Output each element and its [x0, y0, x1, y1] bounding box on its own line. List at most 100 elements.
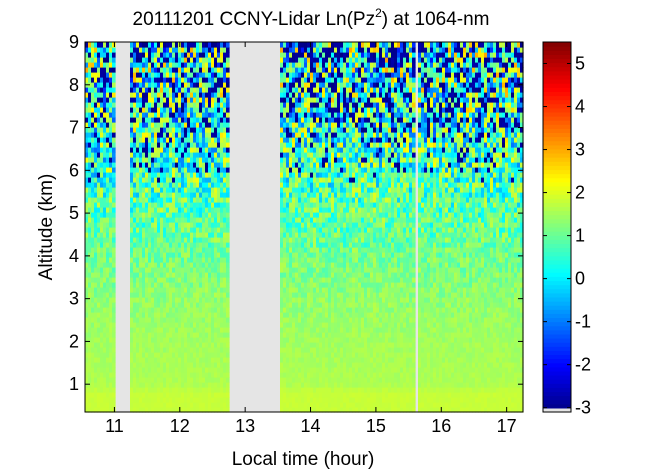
heatmap-cell — [163, 147, 167, 153]
heatmap-cell — [154, 77, 158, 83]
heatmap-cell — [133, 197, 137, 203]
heatmap-cell — [337, 102, 341, 108]
heatmap-cell — [325, 277, 329, 283]
heatmap-cell — [307, 162, 311, 168]
heatmap-cell — [190, 197, 194, 203]
heatmap-cell — [94, 257, 98, 263]
heatmap-cell — [94, 147, 98, 153]
heatmap-cell — [226, 307, 230, 313]
heatmap-cell — [349, 132, 353, 138]
heatmap-cell — [346, 247, 350, 253]
heatmap-cell — [349, 157, 353, 163]
heatmap-cell — [175, 57, 179, 63]
heatmap-cell — [154, 117, 158, 123]
heatmap-cell — [343, 282, 347, 288]
heatmap-cell — [91, 312, 95, 318]
heatmap-cell — [166, 107, 170, 113]
heatmap-cell — [208, 407, 212, 413]
heatmap-cell — [331, 182, 335, 188]
heatmap-cell — [142, 307, 146, 313]
heatmap-cell — [178, 362, 182, 368]
heatmap-cell — [187, 257, 191, 263]
heatmap-cell — [145, 117, 149, 123]
heatmap-cell — [301, 327, 305, 333]
heatmap-cell — [337, 232, 341, 238]
heatmap-cell — [88, 252, 92, 258]
heatmap-cell — [214, 72, 218, 78]
heatmap-cell — [211, 372, 215, 378]
heatmap-cell — [166, 222, 170, 228]
heatmap-cell — [187, 392, 191, 398]
heatmap-cell — [85, 377, 89, 383]
heatmap-cell — [190, 352, 194, 358]
heatmap-cell — [304, 407, 308, 413]
heatmap-cell — [85, 147, 89, 153]
heatmap-cell — [100, 377, 104, 383]
heatmap-cell — [331, 192, 335, 198]
heatmap-cell — [310, 192, 314, 198]
heatmap-cell — [322, 257, 326, 263]
heatmap-cell — [226, 212, 230, 218]
heatmap-cell — [226, 152, 230, 158]
heatmap-cell — [349, 107, 353, 113]
heatmap-cell — [340, 172, 344, 178]
heatmap-cell — [109, 257, 113, 263]
heatmap-cell — [304, 397, 308, 403]
heatmap-cell — [226, 407, 230, 413]
heatmap-cell — [310, 242, 314, 248]
heatmap-cell — [184, 352, 188, 358]
heatmap-cell — [208, 392, 212, 398]
heatmap-cell — [139, 372, 143, 378]
heatmap-cell — [280, 317, 284, 323]
heatmap-cell — [334, 117, 338, 123]
heatmap-cell — [130, 47, 134, 53]
heatmap-cell — [187, 47, 191, 53]
heatmap-cell — [337, 382, 341, 388]
heatmap-cell — [139, 127, 143, 133]
heatmap-cell — [94, 347, 98, 353]
heatmap-cell — [178, 237, 182, 243]
heatmap-cell — [151, 367, 155, 373]
heatmap-cell — [100, 82, 104, 88]
heatmap-cell — [205, 77, 209, 83]
heatmap-cell — [178, 297, 182, 303]
heatmap-cell — [331, 72, 335, 78]
heatmap-cell — [133, 372, 137, 378]
heatmap-cell — [223, 77, 227, 83]
heatmap-cell — [349, 342, 353, 348]
heatmap-cell — [310, 62, 314, 68]
heatmap-cell — [202, 232, 206, 238]
heatmap-cell — [220, 327, 224, 333]
heatmap-cell — [340, 262, 344, 268]
heatmap-cell — [97, 197, 101, 203]
heatmap-cell — [88, 327, 92, 333]
heatmap-cell — [295, 222, 299, 228]
heatmap-cell — [328, 172, 332, 178]
heatmap-cell — [292, 392, 296, 398]
heatmap-cell — [106, 77, 110, 83]
heatmap-cell — [340, 152, 344, 158]
heatmap-cell — [103, 257, 107, 263]
heatmap-cell — [184, 247, 188, 253]
heatmap-cell — [112, 372, 116, 378]
heatmap-cell — [322, 97, 326, 103]
heatmap-cell — [340, 337, 344, 343]
heatmap-cell — [280, 257, 284, 263]
heatmap-cell — [340, 57, 344, 63]
heatmap-cell — [178, 207, 182, 213]
heatmap-cell — [178, 152, 182, 158]
heatmap-cell — [133, 227, 137, 233]
heatmap-cell — [289, 357, 293, 363]
heatmap-cell — [337, 87, 341, 93]
heatmap-cell — [109, 92, 113, 98]
heatmap-cell — [283, 47, 287, 53]
heatmap-cell — [319, 322, 323, 328]
heatmap-cell — [310, 197, 314, 203]
heatmap-cell — [112, 142, 116, 148]
heatmap-cell — [202, 202, 206, 208]
heatmap-cell — [136, 47, 140, 53]
heatmap-cell — [175, 242, 179, 248]
heatmap-cell — [145, 277, 149, 283]
heatmap-cell — [145, 287, 149, 293]
heatmap-cell — [328, 352, 332, 358]
